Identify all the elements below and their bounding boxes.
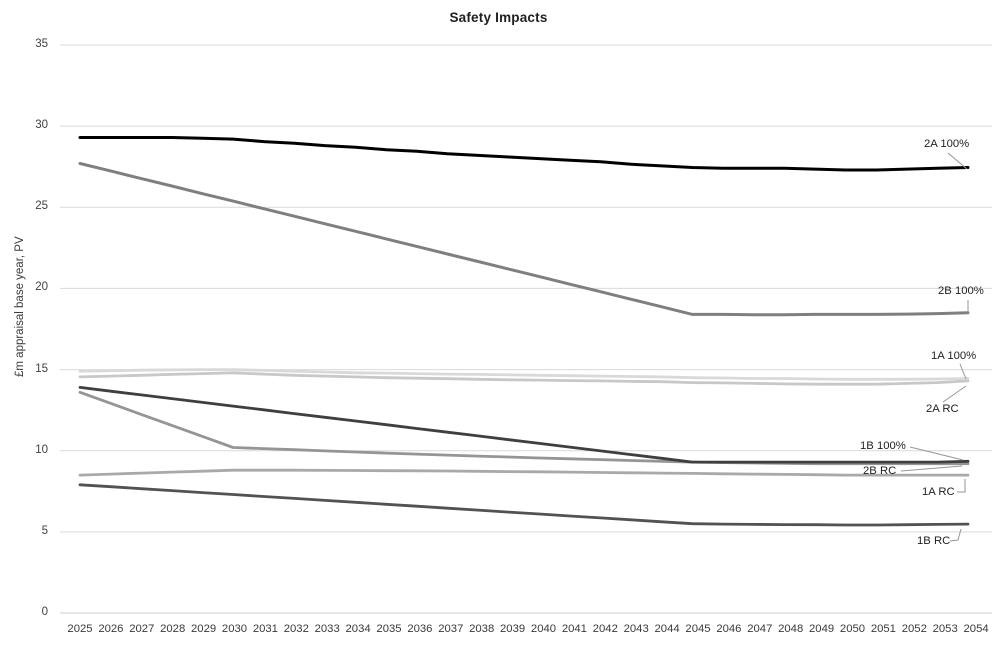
series-label-2a-100pct: 2A 100% [924,138,970,150]
label-leader-line [909,446,964,461]
x-tick-label: 2031 [252,623,278,635]
y-axis-title: £m appraisal base year, PV [14,236,26,377]
series-label-1a-100pct: 1A 100% [931,350,977,362]
x-tick-label: 2029 [191,623,217,635]
y-tick-label: 20 [35,281,48,294]
y-tick-label: 15 [35,362,48,375]
y-tick-label: 30 [35,119,48,132]
x-tick-label: 2048 [778,623,804,635]
x-tick-label: 2032 [283,623,309,635]
x-tick-label: 2026 [98,623,124,635]
y-tick-label: 5 [41,524,48,537]
y-tick-label: 10 [35,443,48,456]
x-tick-label: 2043 [623,623,649,635]
x-tick-label: 2028 [160,623,186,635]
x-tick-label: 2040 [530,623,557,635]
series-line-2b-100- [78,162,970,317]
series-line-1a-rc [78,468,970,477]
label-leader-line [942,385,967,403]
x-tick-label: 2030 [221,623,248,635]
x-tick-label: 2036 [407,623,433,635]
x-tick-label: 2038 [469,623,495,635]
x-tick-label: 2035 [376,623,402,635]
x-tick-label: 2054 [963,623,989,635]
series-line-2a-100- [78,136,970,172]
label-leader-line [900,465,963,472]
series-line-1b-rc [78,483,970,527]
y-tick-label: 0 [41,606,48,618]
x-tick-label: 2052 [901,623,927,635]
x-tick-label: 2051 [870,623,896,635]
series-label-2b-100pct: 2B 100% [938,285,984,297]
x-tick-label: 2044 [654,623,680,635]
x-tick-label: 2053 [932,623,958,635]
label-leader-line [949,528,962,542]
chart-title: Safety Impacts [449,10,548,25]
series-label-1b-100pct: 1B 100% [860,440,906,452]
series-line-1a-100- [78,368,970,381]
x-tick-label: 2027 [129,623,155,635]
label-leader-line [947,152,968,170]
x-tick-label: 2047 [747,623,773,635]
x-tick-label: 2033 [314,623,340,635]
series-label-2b-rc: 2B RC [863,465,897,477]
series-line-2b-rc [78,390,970,466]
x-tick-label: 2034 [345,623,371,635]
x-tick-label: 2045 [685,623,711,635]
series-label-1a-rc: 1A RC [922,486,955,498]
y-tick-label: 35 [35,38,48,50]
x-tick-label: 2042 [592,623,618,635]
x-tick-label: 2046 [716,623,742,635]
x-tick-label: 2041 [561,623,587,635]
series-line-2a-rc [78,371,970,386]
series-label-2a-rc: 2A RC [926,403,959,415]
x-tick-label: 2050 [839,623,866,635]
y-tick-label: 25 [35,200,48,213]
x-tick-label: 2049 [809,623,835,635]
x-tick-label: 2039 [500,623,526,635]
label-leader-line [959,363,967,380]
x-tick-label: 2037 [438,623,464,635]
label-leader-line [957,479,966,493]
series-label-1b-rc: 1B RC [917,535,951,547]
series-line-1b-100- [78,385,970,464]
x-tick-label: 2025 [67,623,93,635]
